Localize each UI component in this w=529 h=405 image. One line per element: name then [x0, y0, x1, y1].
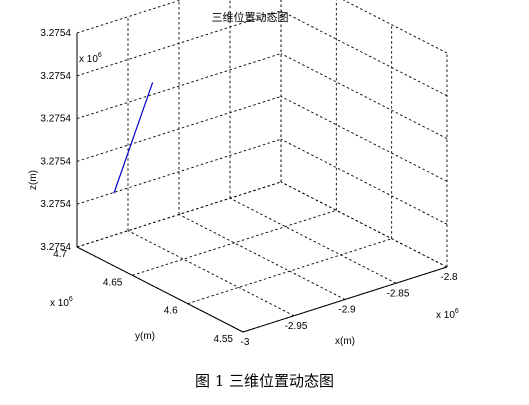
grid-line-side-z-1	[280, 138, 448, 225]
y-scale-note: x 106	[50, 296, 73, 309]
series-line-0	[113, 82, 154, 194]
grid-line-side-z-2	[280, 95, 448, 182]
grid-line-side-z-0	[280, 181, 448, 268]
grid-line-floor-x-2	[178, 214, 346, 300]
tick-label-layer: -3-2.95-2.9-2.85-2.84.554.64.654.73.2754…	[40, 28, 458, 348]
grid-layer	[76, 0, 448, 333]
figure-caption: 图 1 三维位置动态图	[194, 372, 335, 390]
grid-line-floor-x-4	[280, 181, 448, 268]
chart-title: 三维位置动态图	[212, 10, 289, 24]
x-tick-label-0: -3	[241, 337, 250, 348]
grid-line-floor-y-2	[132, 209, 337, 276]
series-layer	[113, 82, 154, 194]
y-axis-line	[76, 246, 244, 333]
x-axis-line	[242, 266, 448, 333]
z-tick-label-3: 3.2754	[40, 114, 71, 125]
grid-line-side-z-4	[280, 10, 448, 97]
z-tick-label-4: 3.2754	[40, 71, 71, 82]
z-tick-label-0: 3.2754	[40, 242, 71, 253]
y-tick-label-3: 4.7	[53, 249, 67, 260]
z-scale-note: x 106	[79, 52, 102, 65]
grid-line-floor-x-3	[229, 197, 397, 284]
label-layer: 三维位置动态图 z(m) y(m) x(m) x 106 x 106 x 106	[28, 10, 459, 347]
grid-line-side-z-5	[342, 0, 448, 54]
grid-line-back-z-5	[76, 0, 183, 34]
z-axis-label: z(m)	[28, 170, 39, 190]
y-tick-label-2: 4.65	[103, 277, 123, 288]
z-tick-label-2: 3.2754	[40, 156, 71, 167]
y-tick-label-1: 4.6	[164, 306, 178, 317]
x-tick-label-4: -2.8	[440, 272, 458, 283]
y-axis-label: y(m)	[135, 331, 155, 342]
z-tick-label-5: 3.2754	[40, 28, 71, 39]
x-axis-label: x(m)	[335, 336, 355, 347]
grid-line-side-z-3	[280, 53, 448, 140]
z-tick-label-1: 3.2754	[40, 199, 71, 210]
grid-line-back-z-4	[76, 10, 282, 77]
grid-line-back-z-2	[76, 95, 282, 162]
grid-line-back-z-0	[76, 181, 282, 248]
x-tick-label-3: -2.85	[387, 288, 410, 299]
x-scale-note: x 106	[436, 308, 459, 321]
grid-line-back-z-1	[76, 138, 282, 205]
grid-line-floor-x-1	[127, 230, 295, 317]
grid-line-back-z-3	[76, 53, 282, 120]
y-tick-label-0: 4.55	[214, 334, 234, 345]
x-tick-label-2: -2.9	[338, 305, 356, 316]
x-tick-label-1: -2.95	[285, 321, 308, 332]
grid-line-floor-y-1	[187, 238, 392, 305]
